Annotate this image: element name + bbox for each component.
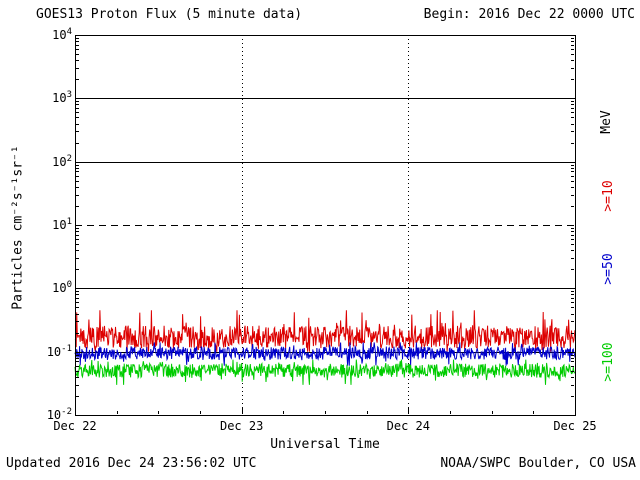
data-source-label: NOAA/SWPC Boulder, CO USA — [440, 456, 636, 471]
series-label-ge50: >=50 — [601, 253, 616, 285]
begin-timestamp: Begin: 2016 Dec 22 0000 UTC — [423, 7, 635, 22]
y-tick-label: 100 — [52, 280, 72, 296]
series-label-ge100: >=100 — [601, 342, 616, 382]
y-tick-label: 10-2 — [46, 407, 72, 422]
x-axis-label: Universal Time — [270, 437, 380, 452]
chart-title: GOES13 Proton Flux (5 minute data) — [36, 7, 303, 22]
x-tick-label: Dec 25 — [553, 419, 597, 433]
right-axis-unit-label: MeV — [599, 110, 614, 134]
x-tick-label: Dec 24 — [386, 419, 430, 433]
y-tick-label: 10-1 — [46, 343, 72, 359]
y-tick-label: 102 — [52, 153, 72, 169]
y-tick-label: 103 — [52, 90, 72, 106]
y-tick-label: 104 — [52, 27, 72, 42]
x-tick-label: Dec 23 — [219, 419, 264, 433]
y-tick-label: 101 — [52, 217, 72, 232]
updated-timestamp: Updated 2016 Dec 24 23:56:02 UTC — [6, 456, 257, 471]
series-label-ge10: >=10 — [601, 180, 616, 212]
y-axis-label: Particles cm⁻²s⁻¹sr⁻¹ — [10, 145, 26, 310]
x-tick-label: Dec 22 — [53, 419, 97, 433]
